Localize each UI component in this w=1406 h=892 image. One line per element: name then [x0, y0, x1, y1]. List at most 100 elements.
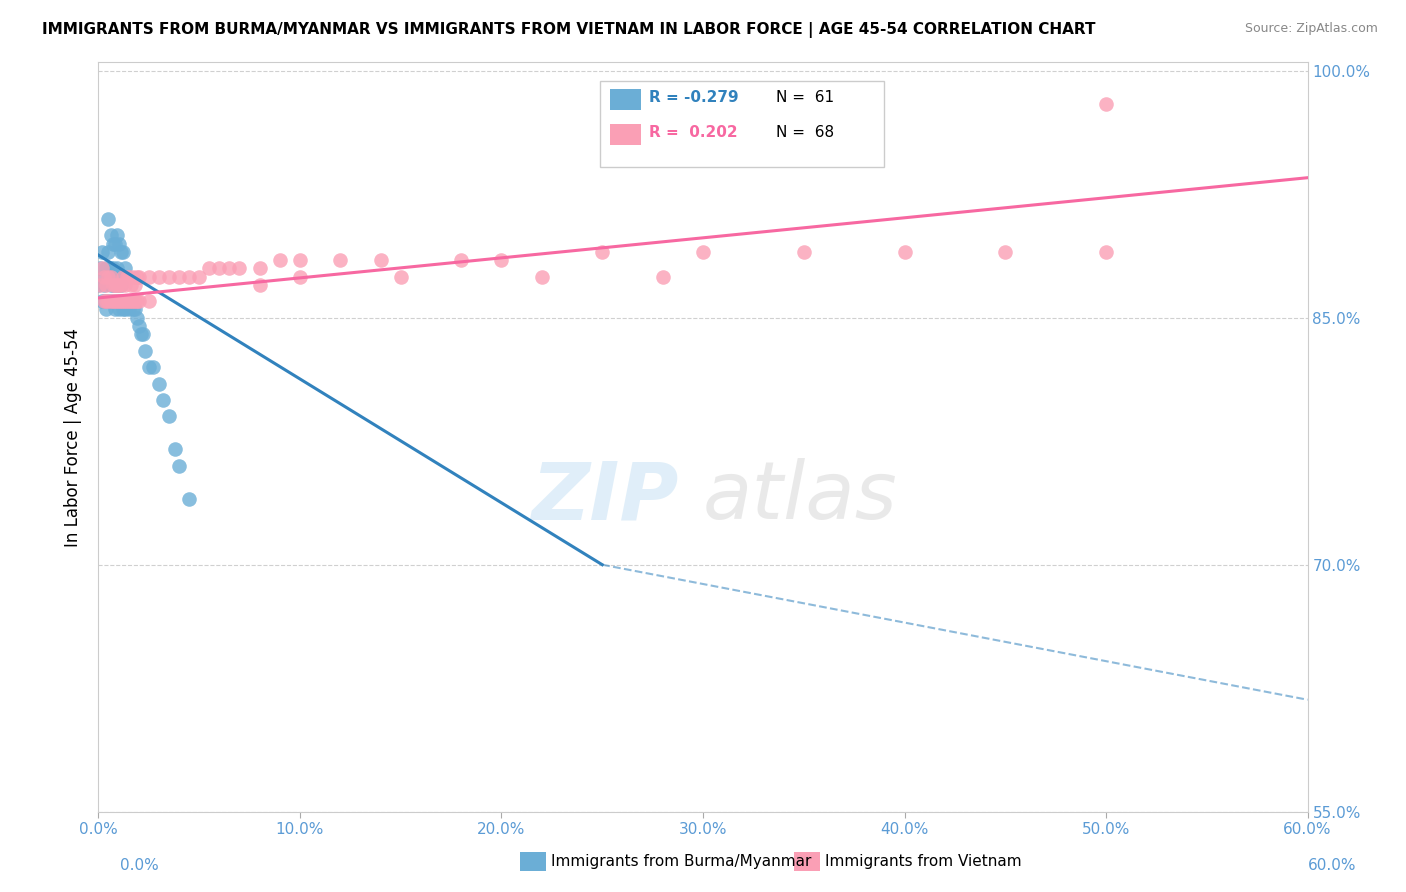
Point [128, 294, 150, 309]
Point [1095, 96, 1118, 111]
Point [994, 244, 1017, 259]
Text: R = -0.279: R = -0.279 [648, 90, 738, 105]
Point [118, 269, 141, 284]
Point [179, 269, 201, 284]
Bar [600, 81, 884, 168]
Point [249, 277, 271, 292]
Point [91, 294, 114, 309]
Point [132, 327, 155, 342]
Point [129, 327, 152, 342]
Point [101, 294, 124, 309]
Point [100, 228, 122, 243]
Point [120, 294, 142, 309]
Point [107, 294, 129, 309]
Point [134, 343, 156, 358]
Point [97, 269, 120, 284]
Point [148, 376, 170, 391]
Point [111, 244, 134, 259]
Bar [610, 88, 641, 110]
Text: Immigrants from Burma/Myanmar: Immigrants from Burma/Myanmar [551, 855, 811, 869]
Text: ZIP: ZIP [531, 458, 679, 536]
Point [97, 211, 120, 226]
Point [120, 277, 142, 292]
Point [105, 277, 128, 292]
Point [107, 277, 129, 292]
Text: IMMIGRANTS FROM BURMA/MYANMAR VS IMMIGRANTS FROM VIETNAM IN LABOR FORCE | AGE 45: IMMIGRANTS FROM BURMA/MYANMAR VS IMMIGRA… [42, 22, 1095, 38]
Point [128, 318, 150, 333]
Text: atlas: atlas [703, 458, 898, 536]
Point [121, 302, 143, 317]
Point [692, 244, 714, 259]
Point [179, 491, 201, 506]
Point [103, 277, 125, 292]
Point [110, 277, 132, 292]
Point [89, 261, 111, 276]
Point [125, 294, 148, 309]
Text: 0.0%: 0.0% [120, 858, 159, 872]
Text: 60.0%: 60.0% [1309, 858, 1357, 872]
Point [138, 269, 160, 284]
Point [167, 458, 190, 473]
Point [105, 228, 128, 243]
Text: N =  61: N = 61 [776, 90, 834, 105]
Point [101, 236, 124, 251]
Point [138, 360, 160, 375]
Point [103, 236, 125, 251]
Point [124, 302, 146, 317]
Point [288, 253, 311, 268]
Point [100, 269, 122, 284]
Point [101, 277, 124, 292]
Point [100, 261, 122, 276]
Point [100, 277, 122, 292]
Point [101, 294, 124, 309]
Point [110, 277, 132, 292]
Point [97, 294, 120, 309]
Point [329, 253, 352, 268]
Point [96, 294, 118, 309]
Point [157, 409, 180, 424]
Point [120, 294, 142, 309]
Point [100, 294, 122, 309]
Point [89, 277, 111, 292]
Point [105, 294, 128, 309]
Point [125, 269, 148, 284]
Point [96, 294, 118, 309]
Y-axis label: In Labor Force | Age 45-54: In Labor Force | Age 45-54 [65, 327, 83, 547]
Point [188, 269, 211, 284]
Point [893, 244, 915, 259]
Point [100, 294, 122, 309]
Point [110, 294, 132, 309]
Point [114, 277, 136, 292]
Point [138, 294, 160, 309]
Point [370, 253, 392, 268]
Point [198, 261, 221, 276]
Point [530, 269, 553, 284]
Point [103, 269, 125, 284]
Point [208, 261, 231, 276]
Text: Source: ZipAtlas.com: Source: ZipAtlas.com [1244, 22, 1378, 36]
Point [1095, 244, 1118, 259]
Point [111, 302, 134, 317]
Point [157, 269, 180, 284]
Point [93, 269, 115, 284]
Point [115, 294, 138, 309]
Point [107, 236, 129, 251]
Point [115, 294, 138, 309]
Point [124, 294, 146, 309]
Point [269, 253, 291, 268]
Point [249, 261, 271, 276]
Point [114, 261, 136, 276]
Point [91, 244, 114, 259]
Point [142, 360, 165, 375]
Point [96, 302, 118, 317]
Point [93, 277, 115, 292]
Point [107, 294, 129, 309]
Point [124, 277, 146, 292]
Point [793, 244, 815, 259]
Point [389, 269, 412, 284]
Point [105, 261, 128, 276]
Text: N =  68: N = 68 [776, 125, 834, 140]
Point [128, 269, 150, 284]
Point [93, 294, 115, 309]
Text: R =  0.202: R = 0.202 [648, 125, 737, 140]
